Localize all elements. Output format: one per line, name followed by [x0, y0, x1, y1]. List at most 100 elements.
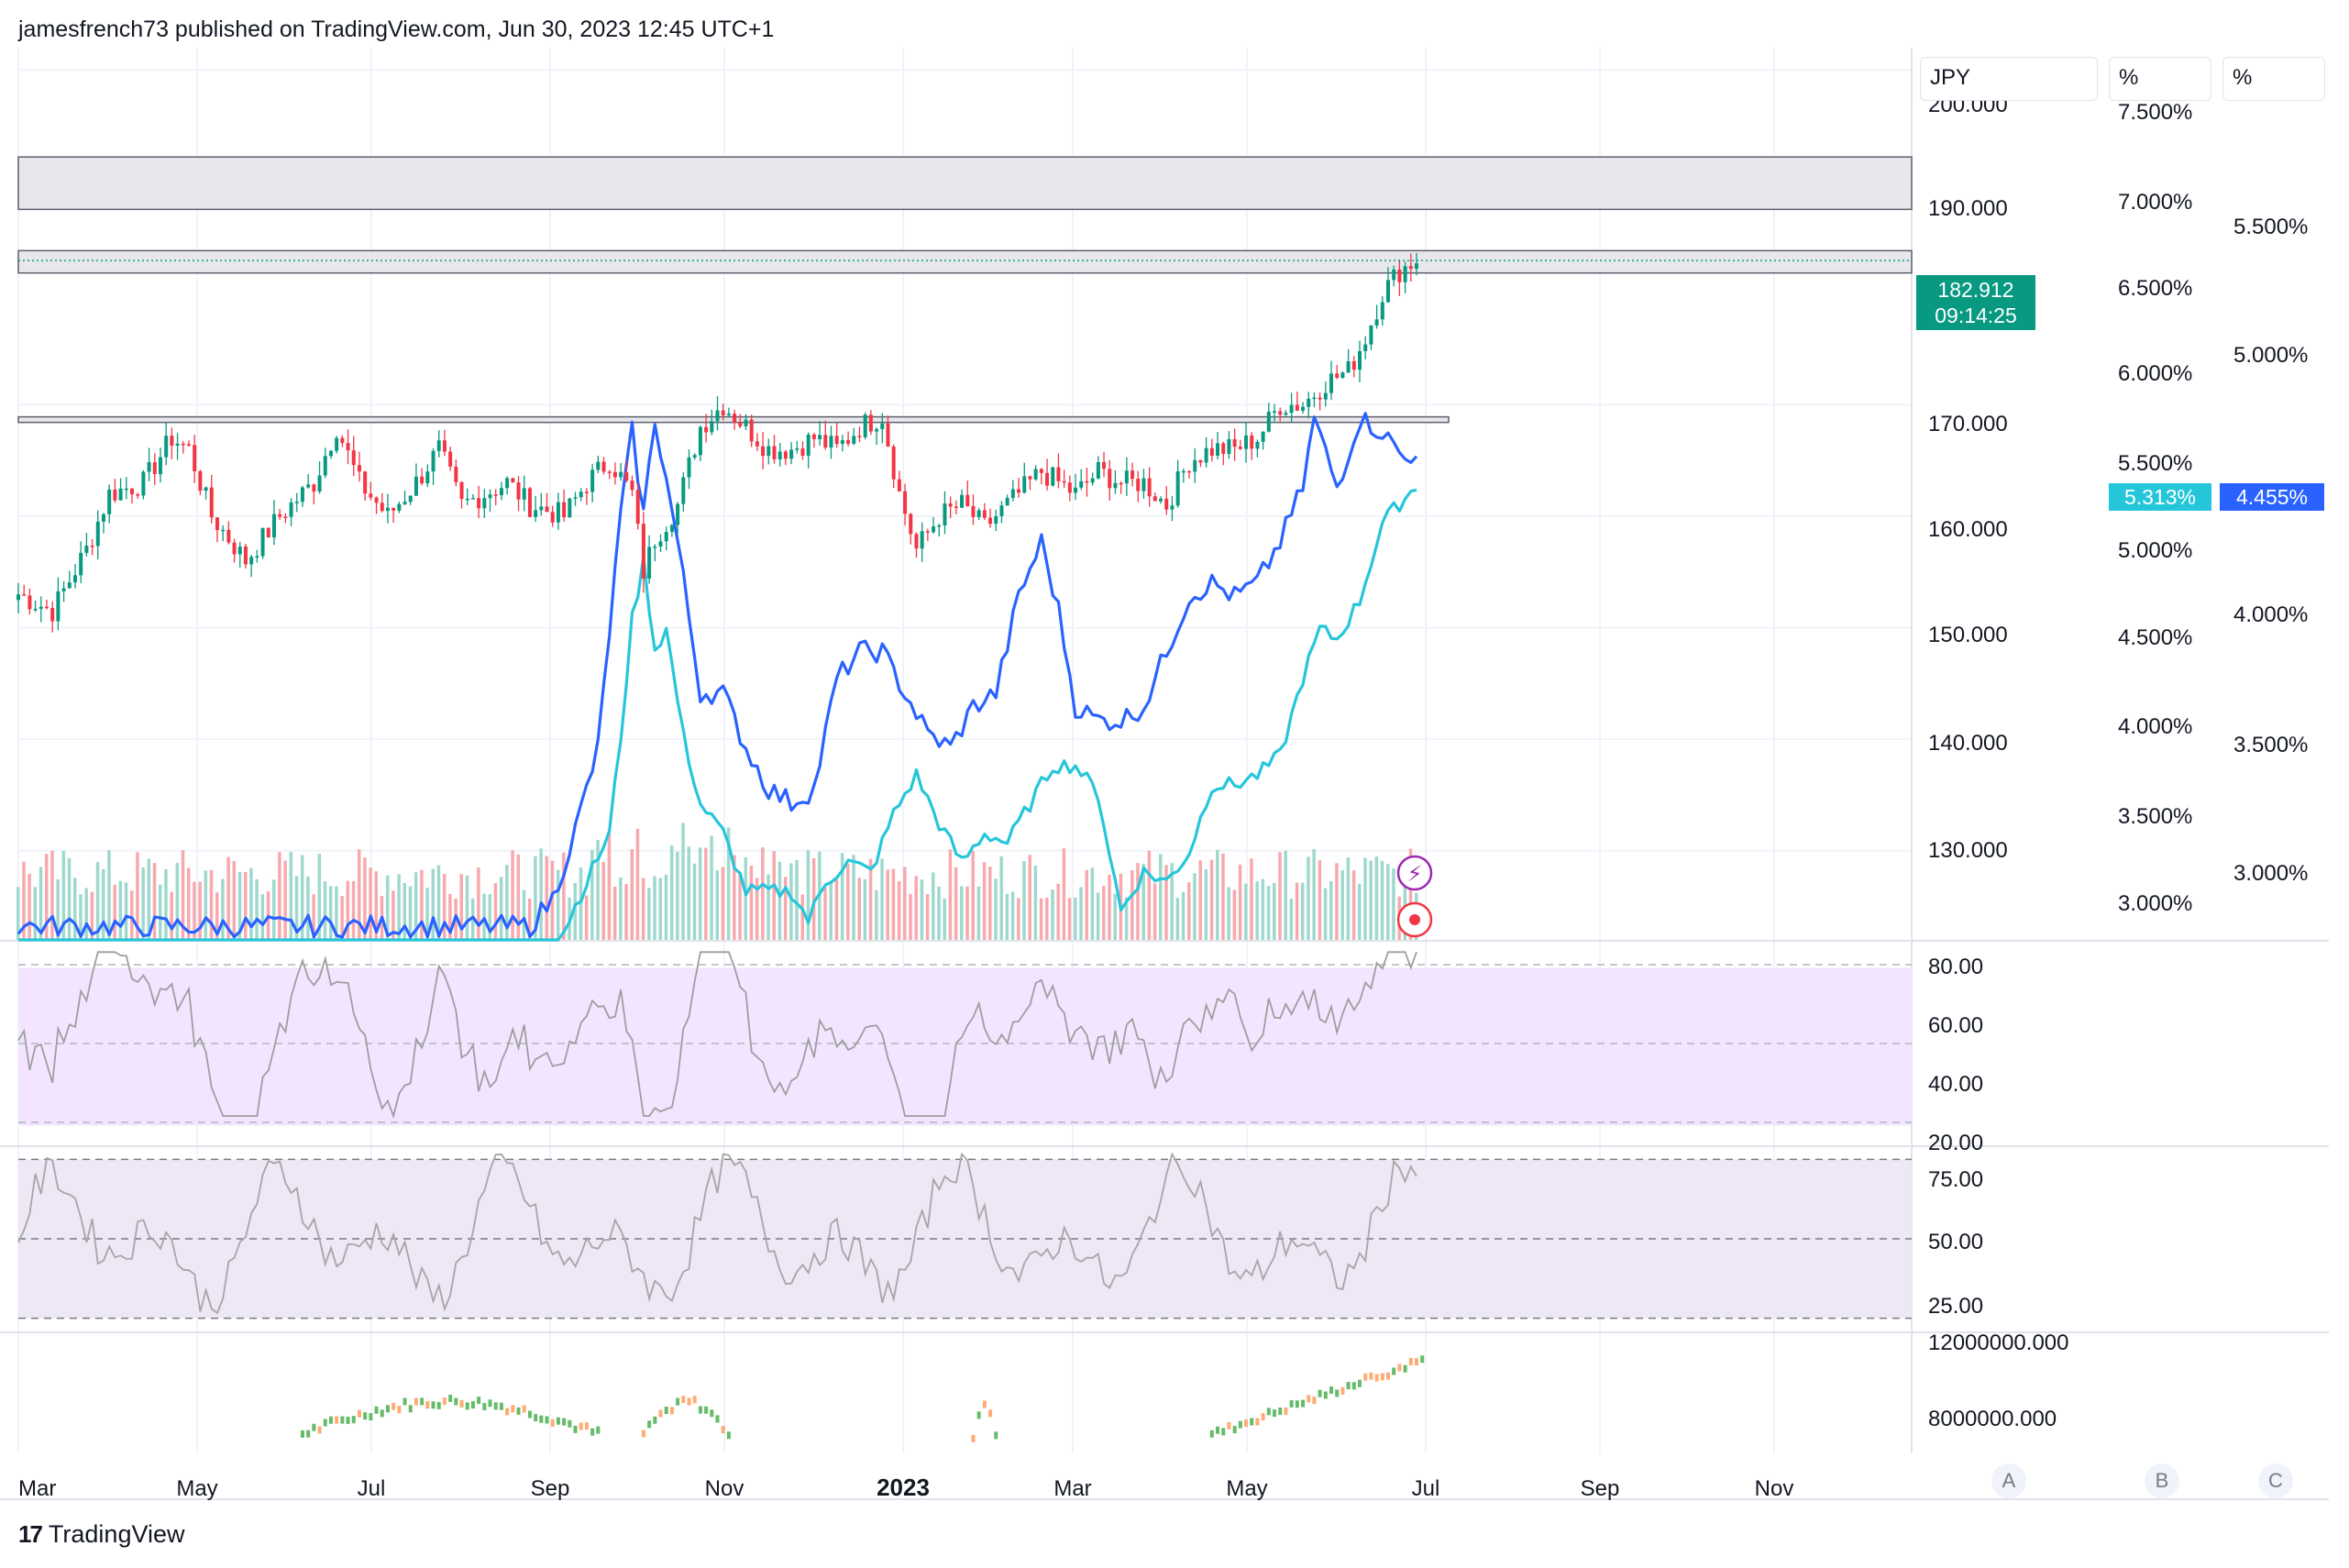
bottom-indicator-bar	[721, 1426, 725, 1434]
candle-body	[556, 502, 560, 523]
candle-body	[863, 414, 867, 437]
bottom-indicator-bar	[988, 1409, 993, 1418]
candle-body	[1005, 497, 1009, 506]
scale-header-jpy[interactable]: JPY	[1920, 57, 2098, 101]
scale-button-c[interactable]: C	[2258, 1463, 2293, 1498]
bottom-indicator-bar	[403, 1397, 407, 1406]
yield1-tick: 6.500%	[2118, 276, 2192, 301]
candle	[556, 492, 560, 530]
candle	[925, 528, 930, 541]
volume-bar	[226, 856, 230, 940]
candle-body	[624, 471, 629, 481]
candle-body	[1141, 478, 1146, 491]
candle	[1090, 472, 1095, 486]
time-tick: Sep	[1581, 1476, 1620, 1501]
bottom-indicator-bar	[436, 1401, 441, 1409]
candle-body	[1074, 487, 1078, 493]
candle-body	[1408, 266, 1413, 270]
volume-bar	[448, 893, 452, 940]
volume-bar	[1198, 860, 1202, 940]
bottom-indicator-bar	[335, 1416, 339, 1424]
candle	[335, 436, 339, 454]
candle	[630, 475, 634, 497]
candle-body	[221, 529, 226, 532]
volume-bar	[147, 858, 151, 940]
volume-bar	[733, 855, 736, 940]
volume-bar	[880, 858, 884, 940]
volume-bar	[994, 878, 998, 940]
candle-body	[937, 525, 942, 527]
candle-body	[1369, 325, 1373, 345]
volume-bar	[676, 851, 679, 940]
candle-body	[1244, 435, 1249, 449]
volume-bar	[1181, 891, 1186, 940]
candle-body	[1147, 478, 1152, 497]
candle	[79, 541, 83, 584]
bottom-indicator-bar	[681, 1396, 686, 1404]
scale-button-b[interactable]: B	[2145, 1463, 2179, 1498]
candle	[1340, 370, 1345, 380]
bottom-indicator-bar	[312, 1423, 316, 1431]
candle-body	[550, 512, 555, 523]
scale-header-pct-2[interactable]: %	[2222, 57, 2325, 101]
volume-bar	[647, 888, 651, 940]
candle-body	[1096, 461, 1100, 479]
current-price-tag: 182.912 09:14:25	[1916, 275, 2035, 330]
candle	[1096, 456, 1100, 480]
volume-bar	[340, 896, 344, 940]
volume-bar	[101, 868, 105, 940]
candle-body	[829, 436, 833, 448]
candle-body	[903, 491, 908, 514]
candle	[1295, 392, 1299, 412]
scale-button-a[interactable]: A	[1991, 1463, 2026, 1498]
candle-body	[1113, 482, 1118, 489]
scale-header-pct-1[interactable]: %	[2109, 57, 2211, 101]
volume-bar	[22, 861, 26, 940]
sr-zone-2	[17, 249, 1913, 274]
candle-body	[721, 410, 725, 415]
candle	[624, 459, 629, 483]
candle	[954, 500, 958, 514]
volume-bar	[237, 871, 242, 940]
candle-body	[158, 457, 162, 475]
candle	[1028, 475, 1032, 491]
bottom-indicator-bar	[1415, 1358, 1418, 1366]
volume-bar	[107, 849, 111, 940]
bottom-indicator-bar	[397, 1406, 402, 1414]
candle	[818, 421, 822, 447]
candle-body	[834, 436, 839, 445]
volume-bar	[1017, 898, 1020, 940]
candle	[641, 512, 645, 593]
candle-body	[875, 428, 879, 432]
bottom-indicator-bar	[1307, 1395, 1311, 1403]
volume-bar	[658, 878, 663, 940]
candle	[658, 534, 663, 553]
volume-bar	[738, 872, 742, 940]
volume-bar	[1284, 850, 1287, 940]
rsi-line	[17, 951, 1417, 1120]
candle	[363, 470, 368, 501]
volume-bar	[1074, 897, 1077, 940]
bottom-indicator-bar	[1374, 1374, 1379, 1382]
candle	[857, 426, 862, 443]
candle-body	[692, 455, 697, 458]
bottom-indicator-bar	[534, 1414, 538, 1422]
volume-bar	[141, 867, 145, 940]
volume-bar	[414, 872, 418, 940]
candle-body	[454, 466, 458, 482]
volume-bar	[516, 854, 521, 940]
volume-bar	[1363, 857, 1367, 940]
candle-body	[28, 595, 32, 610]
candle-body	[1278, 411, 1283, 415]
volume-bar	[442, 873, 447, 940]
candle-body	[960, 494, 965, 508]
volume-bar	[175, 863, 180, 940]
volume-bar	[1085, 869, 1088, 940]
candle	[493, 489, 498, 506]
candle	[1250, 432, 1254, 460]
candle	[1346, 348, 1351, 373]
stochastic-tick: 25.00	[1928, 1294, 1983, 1319]
bottom-indicator-bar	[573, 1425, 578, 1433]
candle	[965, 480, 970, 507]
